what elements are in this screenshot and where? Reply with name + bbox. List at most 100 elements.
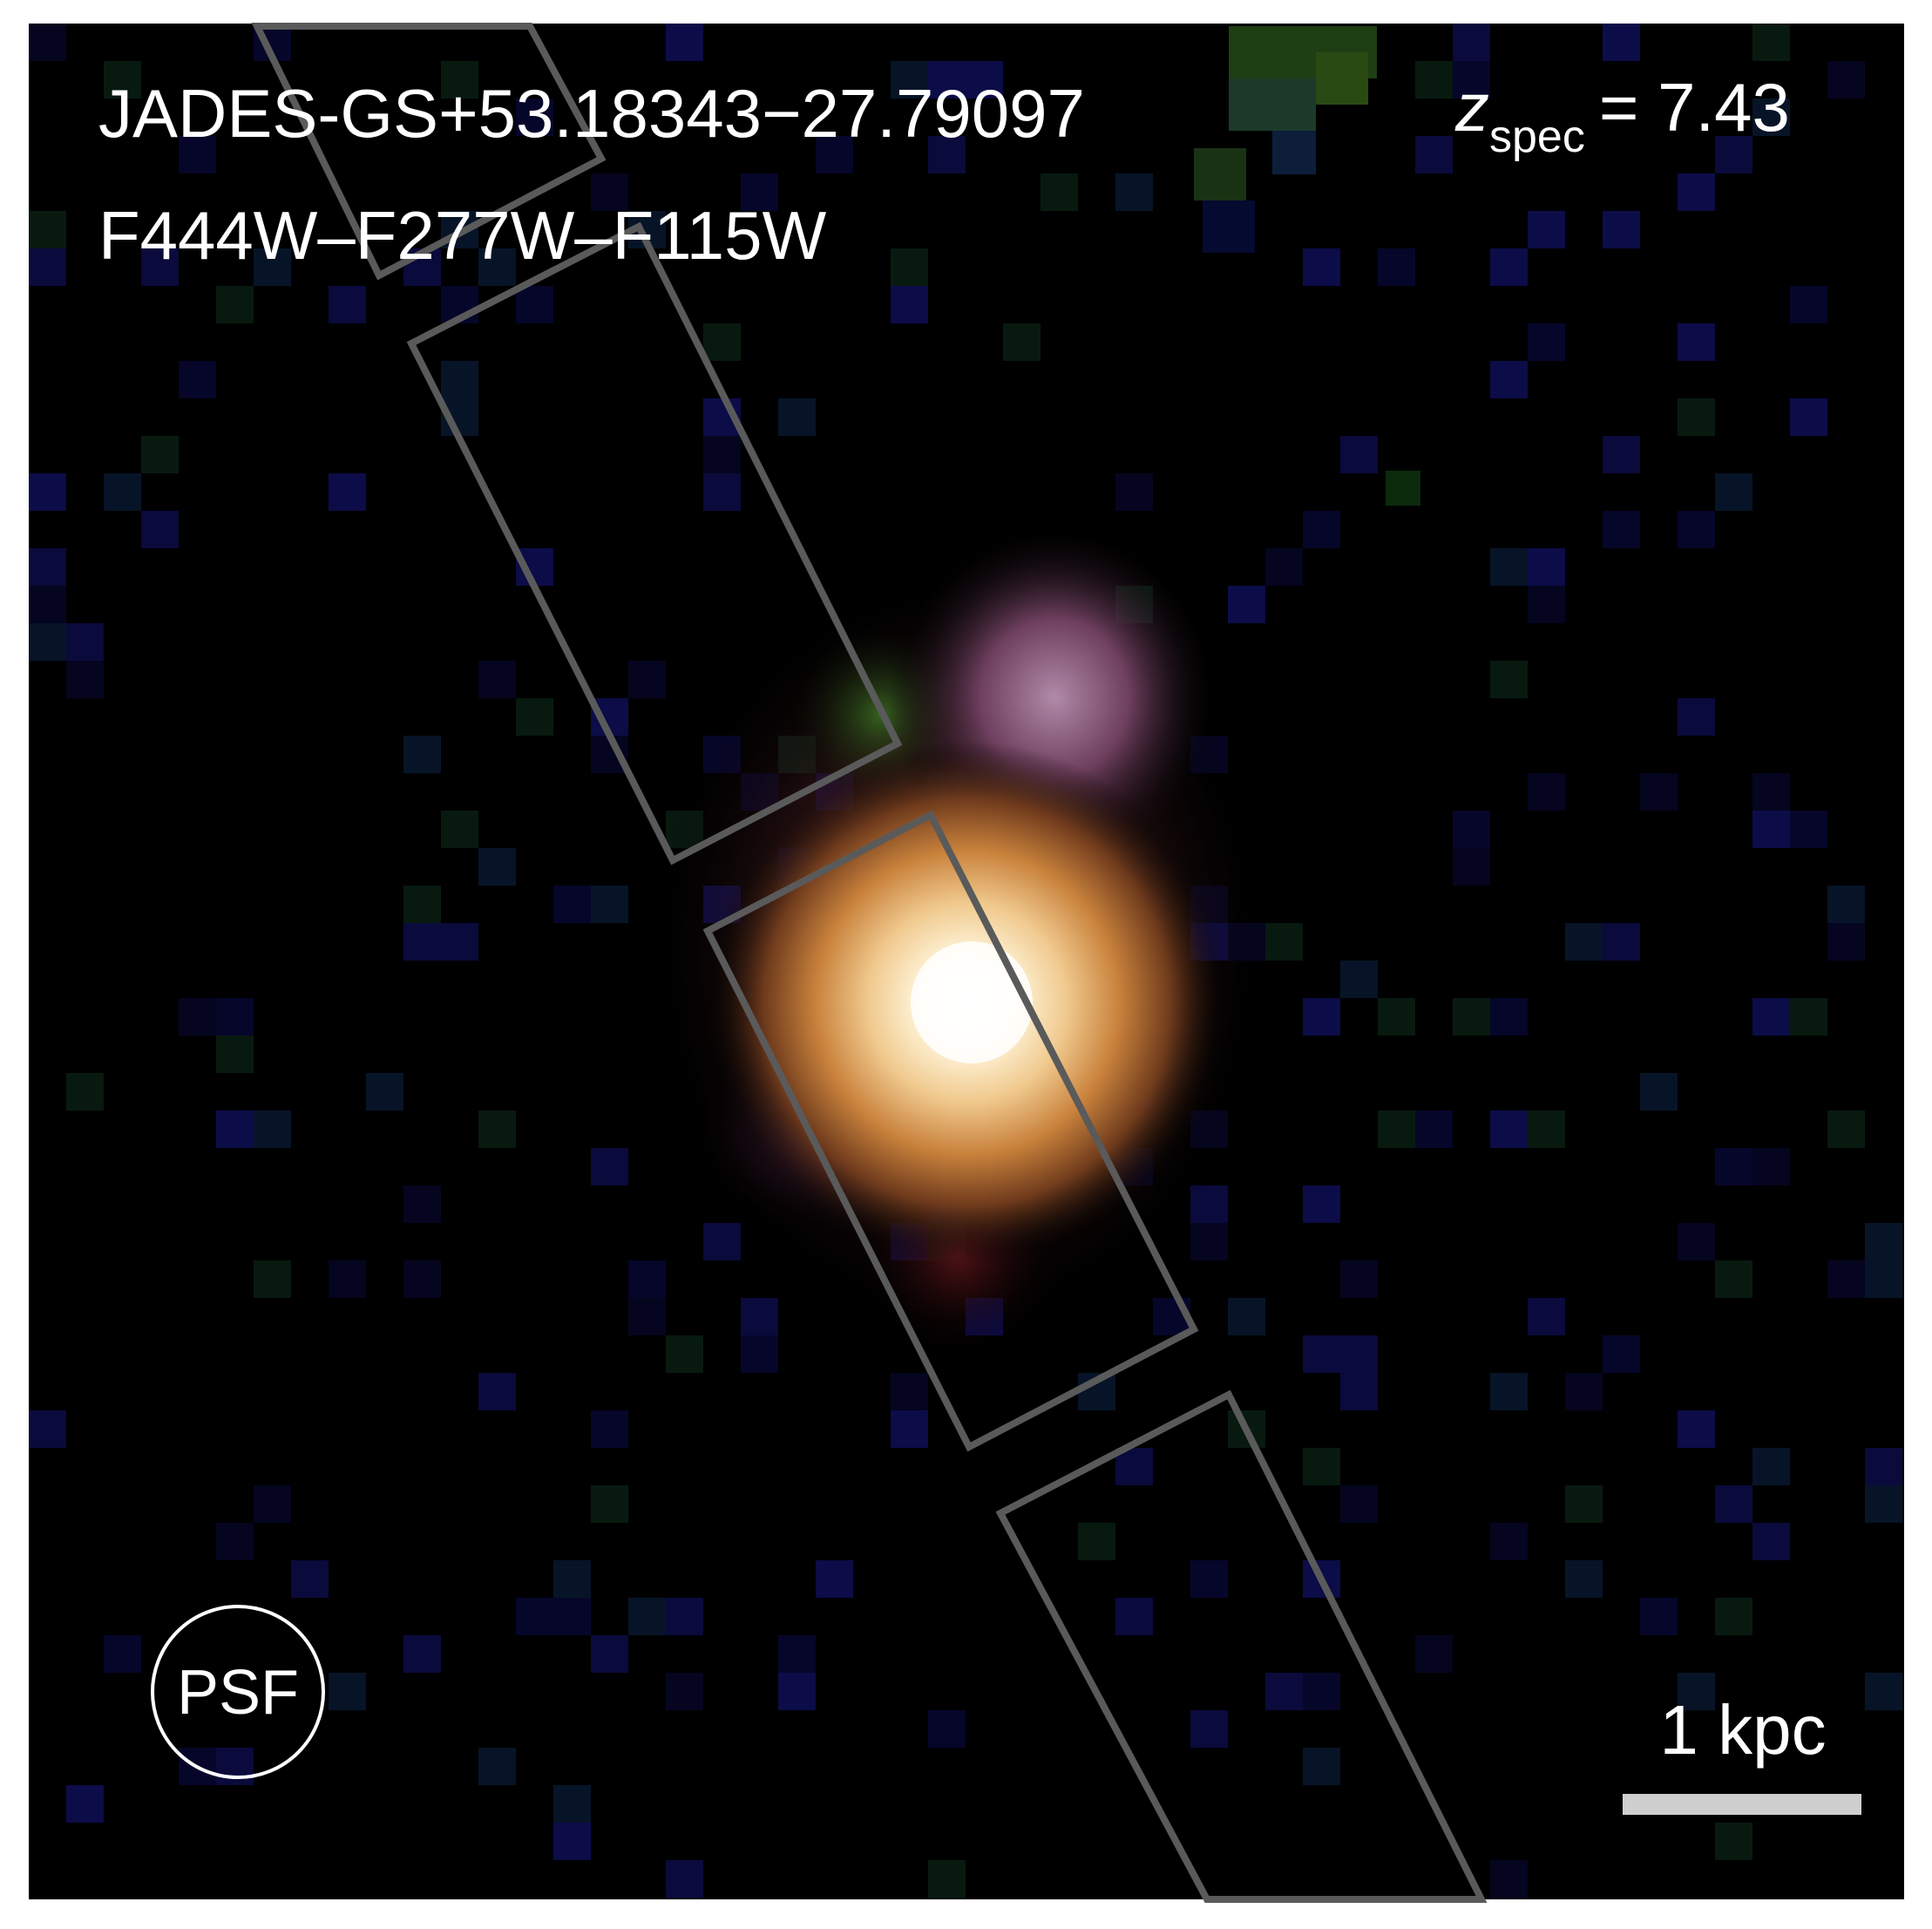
noise-pixel bbox=[1303, 1335, 1340, 1373]
noise-pixel bbox=[928, 61, 966, 98]
noise-pixel bbox=[1265, 548, 1303, 586]
noise-pixel bbox=[66, 623, 104, 661]
noise-pixel bbox=[1453, 811, 1490, 848]
noise-pixel bbox=[1678, 398, 1715, 436]
noise-pixel bbox=[216, 1036, 254, 1073]
noise-pixel bbox=[216, 1748, 254, 1785]
noise-pixel bbox=[816, 1560, 853, 1598]
noise-pixel bbox=[1752, 98, 1790, 136]
noise-pixel bbox=[403, 886, 441, 923]
noise-pixel bbox=[666, 1335, 703, 1373]
noise-pixel bbox=[1565, 1485, 1603, 1523]
noise-pixel bbox=[1715, 1148, 1752, 1185]
noise-pixel bbox=[1490, 661, 1528, 698]
noise-pixel bbox=[1303, 998, 1340, 1036]
noise-pixel bbox=[254, 1111, 291, 1148]
redshift-symbol: z bbox=[1454, 69, 1489, 146]
noise-pixel bbox=[1453, 61, 1490, 98]
noise-pixel bbox=[591, 173, 628, 211]
noise-pixel bbox=[478, 848, 516, 886]
noise-pixel bbox=[1340, 1373, 1378, 1410]
noise-pixel bbox=[216, 1111, 254, 1148]
noise-pixel bbox=[1490, 361, 1528, 398]
noise-pixel bbox=[591, 1485, 628, 1523]
noise-pixel bbox=[966, 61, 1003, 98]
noise-pixel bbox=[741, 1298, 778, 1335]
noise-pixel bbox=[1827, 61, 1865, 98]
noise-pixel bbox=[1340, 961, 1378, 998]
noise-pixel bbox=[1603, 211, 1640, 248]
noise-pixel bbox=[553, 1823, 591, 1860]
noise-pixel bbox=[1228, 1298, 1265, 1335]
noise-pixel bbox=[403, 1635, 441, 1673]
noise-pixel bbox=[1565, 1373, 1603, 1410]
noise-pixel bbox=[1865, 1485, 1902, 1523]
noise-pixel bbox=[1827, 886, 1865, 923]
noise-pixel bbox=[29, 586, 66, 623]
noise-pixel bbox=[1115, 173, 1153, 211]
noise-pixel bbox=[928, 1710, 966, 1748]
noise-pixel bbox=[441, 811, 478, 848]
noise-pixel bbox=[1790, 398, 1827, 436]
noise-pixel bbox=[741, 1335, 778, 1373]
psf-label: PSF bbox=[177, 1658, 299, 1728]
noise-pixel bbox=[1640, 1598, 1678, 1635]
noise-pixel bbox=[703, 473, 741, 511]
noise-pixel bbox=[1603, 923, 1640, 961]
noise-pixel bbox=[553, 886, 591, 923]
noise-pixel bbox=[1715, 1260, 1752, 1298]
redshift-value: = 7.43 bbox=[1599, 69, 1790, 146]
noise-pixel bbox=[1490, 1373, 1528, 1410]
noise-pixel bbox=[478, 1111, 516, 1148]
noise-pixel bbox=[1490, 248, 1528, 286]
noise-pixel bbox=[179, 998, 216, 1036]
noise-pixel bbox=[1415, 61, 1453, 98]
noise-pixel bbox=[591, 1148, 628, 1185]
noise-pixel bbox=[29, 24, 66, 61]
noise-pixel bbox=[441, 361, 478, 398]
noise-pixel bbox=[1865, 1223, 1902, 1260]
noise-pixel bbox=[1640, 773, 1678, 811]
noise-pixel bbox=[1865, 1448, 1902, 1485]
noise-pixel bbox=[1340, 1335, 1378, 1373]
noise-pixel bbox=[1752, 1448, 1790, 1485]
object-id-label: JADES-GS+53.18343−27.79097 bbox=[98, 75, 1085, 152]
noise-pixel bbox=[628, 1598, 666, 1635]
noise-pixel bbox=[703, 436, 741, 473]
noise-pixel bbox=[104, 61, 141, 98]
noise-pixel bbox=[29, 548, 66, 586]
noise-pixel bbox=[591, 886, 628, 923]
noise-pixel bbox=[478, 1748, 516, 1785]
noise-pixel bbox=[516, 1598, 553, 1635]
noise-pixel bbox=[403, 923, 441, 961]
noise-pixel bbox=[703, 1223, 741, 1260]
noise-pixel bbox=[1490, 998, 1528, 1036]
noise-pixel bbox=[1490, 1860, 1528, 1898]
slitlet-top bbox=[251, 23, 607, 281]
noise-pixel bbox=[1528, 1298, 1565, 1335]
noise-pixel bbox=[254, 248, 291, 286]
noise-pixel bbox=[516, 698, 553, 736]
noise-pixel bbox=[1115, 1598, 1153, 1635]
noise-pixel bbox=[141, 436, 179, 473]
noise-pixel bbox=[66, 661, 104, 698]
filters-label: F444W–F277W–F115W bbox=[98, 197, 827, 274]
noise-pixel bbox=[516, 286, 553, 323]
noise-pixel bbox=[778, 398, 816, 436]
noise-pixel bbox=[329, 286, 366, 323]
noise-pixel bbox=[1303, 511, 1340, 548]
noise-pixel bbox=[1752, 24, 1790, 61]
noise-pixel bbox=[1565, 923, 1603, 961]
noise-pixel bbox=[1678, 1223, 1715, 1260]
noise-pixel bbox=[741, 173, 778, 211]
noise-pixel bbox=[891, 61, 928, 98]
noise-pixel bbox=[403, 736, 441, 773]
noise-pixel bbox=[1678, 698, 1715, 736]
noise-pixel bbox=[778, 1673, 816, 1710]
noise-pixel bbox=[179, 361, 216, 398]
noise-pixel bbox=[1190, 1560, 1228, 1598]
msa-slitlets bbox=[251, 23, 1488, 1903]
noise-pixel bbox=[29, 211, 66, 248]
noise-pixel bbox=[141, 248, 179, 286]
noise-pixel bbox=[1340, 1260, 1378, 1298]
